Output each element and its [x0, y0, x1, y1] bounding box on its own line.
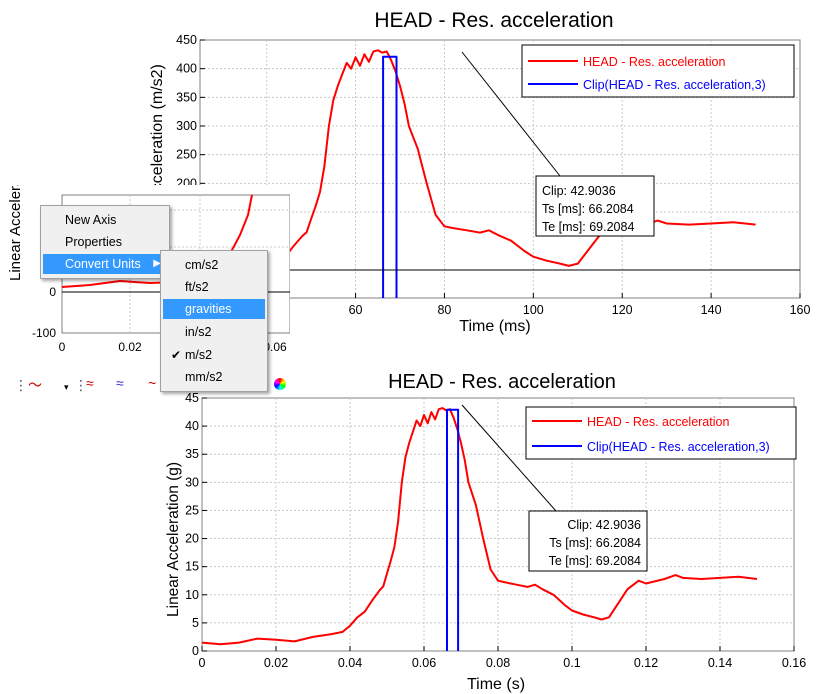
top-legend-item-1: HEAD - Res. acceleration	[583, 55, 725, 69]
bot-xtick-4: 0.08	[486, 656, 510, 670]
top-xtick-5: 140	[701, 303, 722, 317]
bottom-note-te: Te [ms]: 69.2084	[549, 554, 641, 568]
color-wheel-icon[interactable]	[274, 378, 286, 390]
bot-series-1[interactable]	[446, 408, 460, 651]
bottom-plot-axes: 0 0.02 0.04 0.06 0.08 0.1 0.12 0.14 0.16 45 40 35 30…	[185, 391, 806, 670]
bot-xtick-5: 0.1	[563, 656, 580, 670]
add-math-curve-icon[interactable]: ≈	[116, 375, 124, 391]
add-curve-icon[interactable]: ≈	[86, 375, 94, 391]
top-series-1[interactable]	[382, 55, 398, 298]
bottom-note[interactable]: Clip: 42.9036 Ts [ms]: 66.2084 Te [ms]: …	[528, 510, 648, 572]
submenu-item-ft-s2[interactable]: ft/s2	[163, 277, 265, 297]
curve-style-icon[interactable]: 〜	[28, 377, 42, 393]
top-ytick-4: 250	[176, 148, 197, 162]
menu-item-properties[interactable]: Properties	[43, 232, 167, 252]
bot-ytick-6: 15	[185, 560, 199, 574]
top-ytick-2: 350	[176, 90, 197, 104]
submenu-item-cm-s2[interactable]: cm/s2	[163, 255, 265, 275]
submenu-item-gravities[interactable]: gravities	[163, 299, 265, 319]
top-ytick-0: 450	[176, 33, 197, 47]
top-note-te: Te [ms]: 69.2084	[542, 220, 634, 234]
bottom-note-clip: Clip: 42.9036	[567, 518, 641, 532]
bot-xtick-6: 0.12	[634, 656, 658, 670]
left-xtick-2: 0.06	[263, 340, 287, 354]
bot-xtick-8: 0.16	[782, 656, 806, 670]
top-xtick-2: 80	[437, 303, 451, 317]
menu-item-convert-units[interactable]: Convert Units ▶	[43, 254, 167, 274]
top-series-0[interactable]	[199, 49, 756, 291]
submenu-arrow-icon: ▶	[153, 258, 161, 269]
top-xtick-6: 160	[790, 303, 811, 317]
toolbar-grip-icon-2: ⋮	[74, 377, 88, 393]
plot-toolbar: ⋮ 〜 ▾ ⋮ ≈ ≈ ~	[0, 372, 300, 398]
curve-style-dropdown-icon[interactable]: ▾	[64, 382, 69, 392]
bottom-legend-item-2: Clip(HEAD - Res. acceleration,3)	[587, 440, 770, 454]
top-plot-title: HEAD - Res. acceleration	[374, 9, 613, 32]
bottom-note-leader	[461, 404, 557, 512]
menu-item-properties-label: Properties	[65, 235, 122, 249]
menu-item-convert-units-label: Convert Units	[65, 257, 141, 271]
bot-xtick-3: 0.06	[412, 656, 436, 670]
submenu-item-in-s2-label: in/s2	[185, 325, 212, 339]
bot-xtick-2: 0.04	[338, 656, 362, 670]
top-note-leader	[461, 51, 561, 177]
top-plot-axes: 406080100120140160450400350300250200150	[176, 33, 810, 317]
submenu-item-mm-s2[interactable]: mm/s2	[163, 367, 265, 387]
top-plot-series	[199, 49, 756, 298]
submenu-item-gravities-label: gravities	[185, 302, 232, 316]
top-xtick-4: 120	[612, 303, 633, 317]
bot-xtick-7: 0.14	[708, 656, 732, 670]
curve-tool-icon[interactable]: ~	[148, 375, 157, 391]
submenu-item-in-s2[interactable]: in/s2	[163, 322, 265, 342]
bottom-plot-window: HEAD - Res. acceleration Linear Accelera…	[158, 365, 818, 694]
submenu-item-ft-s2-label: ft/s2	[185, 280, 209, 294]
left-xtick-1: 0.02	[118, 340, 142, 354]
bottom-plot-ylabel: Linear Acceleration (g)	[165, 462, 182, 617]
top-legend[interactable]: HEAD - Res. acceleration Clip(HEAD - Res…	[521, 44, 795, 98]
menu-item-new-axis-label: New Axis	[65, 213, 117, 227]
menu-item-new-axis[interactable]: New Axis	[43, 210, 167, 230]
left-ytick-2: 0	[49, 285, 56, 299]
top-plot[interactable]: HEAD - Res. acceleration Linear Accelera…	[150, 0, 818, 340]
top-legend-item-2: Clip(HEAD - Res. acceleration,3)	[583, 78, 766, 92]
toolbar-grip-icon: ⋮	[14, 377, 28, 393]
left-ytick-3: -100	[32, 326, 56, 340]
top-xtick-3: 100	[523, 303, 544, 317]
checkmark-icon: ✔	[171, 348, 182, 362]
bottom-legend-item-1: HEAD - Res. acceleration	[587, 415, 729, 429]
submenu-item-cm-s2-label: cm/s2	[185, 258, 219, 272]
submenu-item-m-s2[interactable]: ✔ m/s2	[163, 345, 265, 365]
top-ytick-3: 300	[176, 119, 197, 133]
convert-units-submenu: cm/s2 ft/s2 gravities in/s2 ✔ m/s2 mm/s2	[160, 250, 268, 392]
bottom-note-ts: Ts [ms]: 66.2084	[549, 536, 641, 550]
bot-series-0[interactable]	[201, 407, 758, 646]
top-note[interactable]: Clip: 42.9036 Ts [ms]: 66.2084 Te [ms]: …	[535, 175, 655, 237]
bot-xtick-0: 0	[199, 656, 206, 670]
bot-ytick-8: 5	[192, 616, 199, 630]
bot-ytick-0: 45	[185, 391, 199, 405]
top-xtick-1: 60	[349, 303, 363, 317]
top-plot-xlabel: Time (ms)	[459, 318, 530, 335]
bottom-plot[interactable]: HEAD - Res. acceleration Linear Accelera…	[158, 365, 818, 694]
bot-ytick-2: 35	[185, 447, 199, 461]
top-note-clip: Clip: 42.9036	[542, 184, 616, 198]
context-menu: New Axis Properties Convert Units ▶	[40, 205, 170, 279]
bot-ytick-5: 20	[185, 532, 199, 546]
submenu-item-mm-s2-label: mm/s2	[185, 370, 223, 384]
submenu-item-m-s2-label: m/s2	[185, 348, 213, 362]
bottom-plot-series	[201, 407, 758, 651]
bot-ytick-4: 25	[185, 503, 199, 517]
bot-ytick-7: 10	[185, 588, 199, 602]
bot-ytick-1: 40	[185, 419, 199, 433]
left-plot-ylabel: Linear Accelera	[7, 185, 24, 281]
bot-ytick-9: 0	[192, 644, 199, 658]
bot-ytick-3: 30	[185, 475, 199, 489]
bottom-plot-xlabel: Time (s)	[467, 676, 525, 693]
top-ytick-1: 400	[176, 62, 197, 76]
bottom-legend[interactable]: HEAD - Res. acceleration Clip(HEAD - Res…	[525, 406, 797, 460]
bot-xtick-1: 0.02	[264, 656, 288, 670]
bottom-plot-title: HEAD - Res. acceleration	[388, 371, 616, 393]
left-xtick-0: 0	[59, 340, 66, 354]
top-note-ts: Ts [ms]: 66.2084	[542, 202, 634, 216]
